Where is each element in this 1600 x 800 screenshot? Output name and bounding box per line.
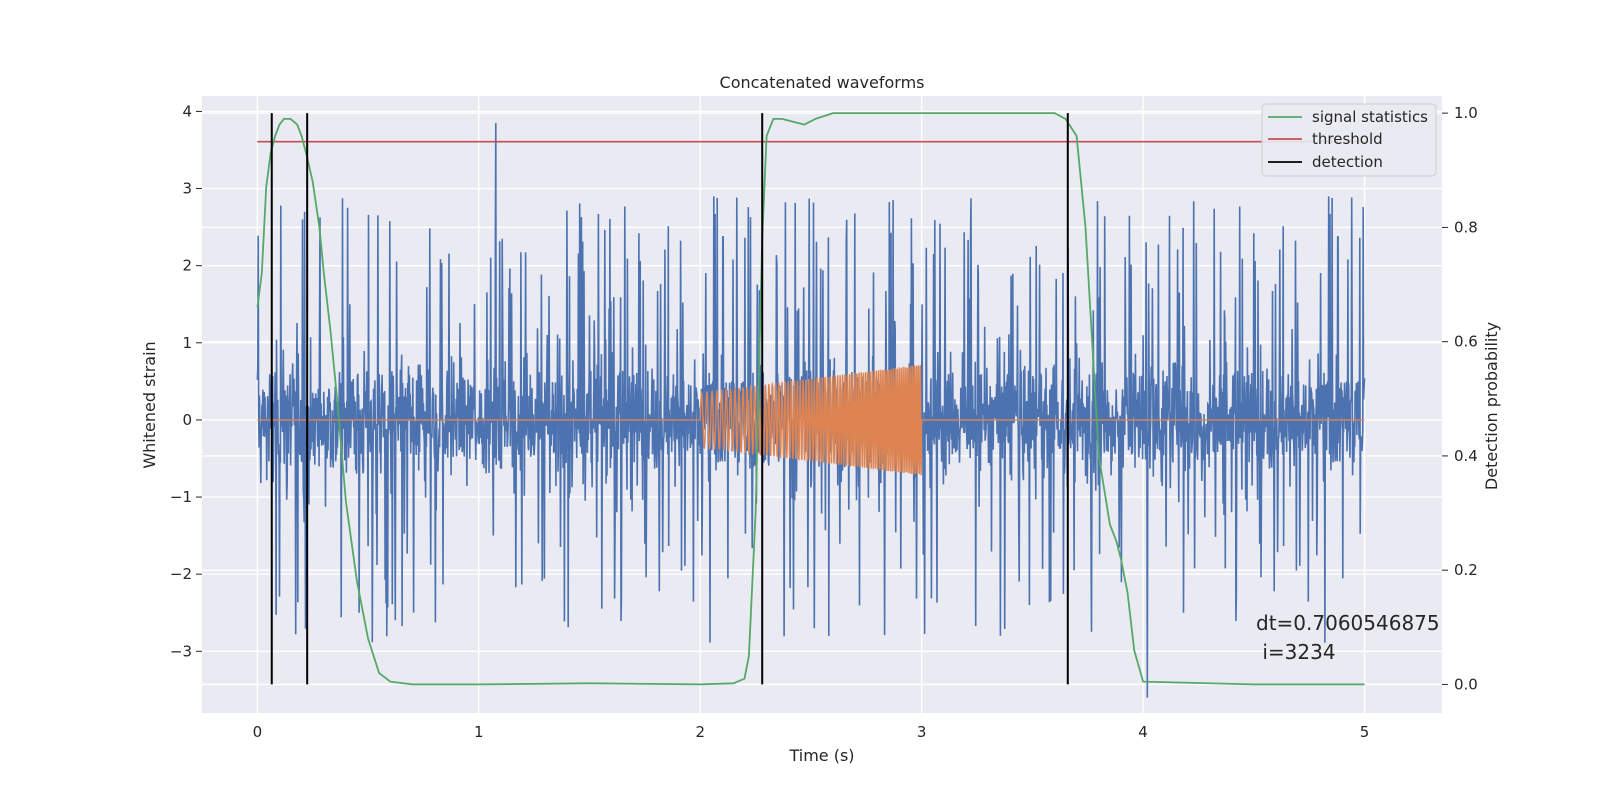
y-tick-label-6: 3 bbox=[182, 180, 192, 198]
ticks: 0 1 2 3 4 5 −3 −2 −1 0 1 2 3 4 0.0 0.2 0.4 0.6 0.8 1.0 bbox=[170, 102, 1478, 741]
y-right-tick-label-2: 0.4 bbox=[1454, 447, 1478, 465]
x-tick-label-2: 2 bbox=[695, 723, 705, 741]
annotation-dt: dt=0.7060546875 bbox=[1256, 611, 1440, 635]
x-tick-label-4: 4 bbox=[1138, 723, 1148, 741]
x-tick-label-3: 3 bbox=[917, 723, 927, 741]
y-tick-label-4: 1 bbox=[182, 334, 192, 352]
legend-label-threshold: threshold bbox=[1312, 130, 1383, 148]
legend-label-signal-statistics: signal statistics bbox=[1312, 108, 1428, 126]
y-axis-label-right: Detection probability bbox=[1482, 322, 1501, 490]
x-tick-label-5: 5 bbox=[1360, 723, 1370, 741]
y-right-tick-label-0: 0.0 bbox=[1454, 675, 1478, 693]
series-layer bbox=[256, 112, 1366, 698]
y-tick-label-3: 0 bbox=[182, 411, 192, 429]
legend: signal statistics threshold detection bbox=[1261, 103, 1437, 177]
series-injected-chirp bbox=[257, 364, 1365, 476]
y-tick-label-1: −2 bbox=[170, 565, 192, 583]
y-right-tick-label-4: 0.8 bbox=[1454, 218, 1478, 236]
x-axis-label: Time (s) bbox=[788, 746, 854, 765]
chart-title: Concatenated waveforms bbox=[720, 73, 925, 92]
y-tick-label-7: 4 bbox=[182, 102, 192, 120]
legend-label-detection: detection bbox=[1312, 153, 1383, 171]
annotation-index: i=3234 bbox=[1256, 640, 1336, 664]
y-right-tick-label-3: 0.6 bbox=[1454, 333, 1478, 351]
y-tick-label-5: 2 bbox=[182, 257, 192, 275]
y-right-tick-label-5: 1.0 bbox=[1454, 104, 1478, 122]
legend-box bbox=[1261, 103, 1437, 177]
series-whitened-strain bbox=[256, 122, 1366, 698]
y-axis-label: Whitened strain bbox=[140, 341, 159, 468]
y-tick-label-2: −1 bbox=[170, 488, 192, 506]
y-right-tick-label-1: 0.2 bbox=[1454, 561, 1478, 579]
x-tick-label-0: 0 bbox=[253, 723, 263, 741]
series-signal-statistics bbox=[256, 112, 1365, 686]
x-tick-label-1: 1 bbox=[474, 723, 484, 741]
y-tick-label-0: −3 bbox=[170, 642, 192, 660]
